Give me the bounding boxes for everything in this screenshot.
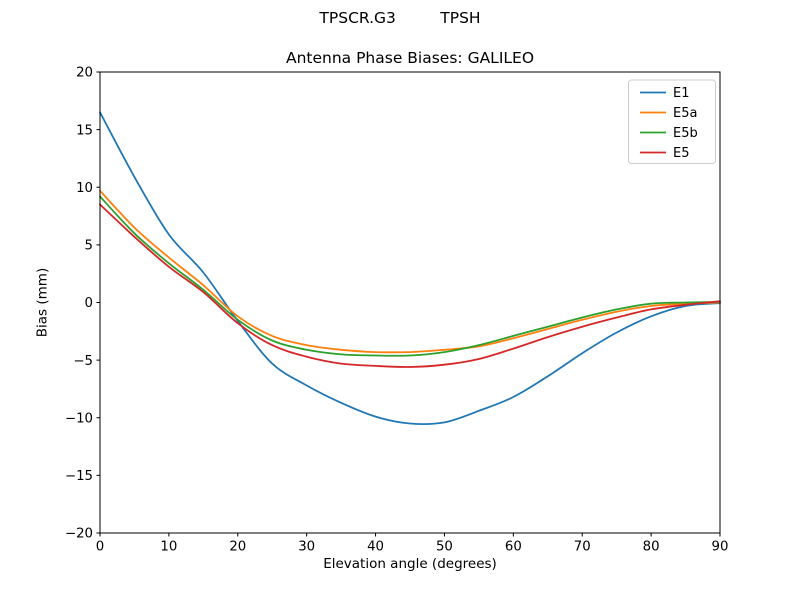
chart-title: Antenna Phase Biases: GALILEO	[285, 49, 535, 67]
series-line-E5b	[99, 195, 721, 357]
x-tick-label: 20	[229, 540, 246, 555]
y-axis-label: Bias (mm)	[34, 267, 51, 338]
legend-label-E5a: E5a	[673, 106, 697, 121]
legend-box	[628, 79, 716, 164]
x-axis-label: Elevation angle (degrees)	[323, 556, 497, 572]
x-tick-label: 80	[643, 540, 660, 555]
y-tick-label: −15	[65, 469, 93, 484]
y-tick-label: −10	[65, 411, 93, 426]
x-tick-label: 90	[712, 540, 729, 555]
legend-label-E5: E5	[673, 146, 690, 161]
series-line-E1	[99, 111, 721, 426]
series-line-E5	[99, 203, 721, 368]
x-tick-label: 30	[298, 540, 315, 555]
series-line-E5a	[99, 189, 721, 354]
legend-label-E1: E1	[673, 86, 690, 101]
y-tick-label: 20	[76, 66, 93, 81]
legend: E1 E5a E5b E5	[628, 79, 716, 164]
x-tick-label: 0	[96, 540, 104, 555]
y-tick-label: 5	[85, 239, 93, 254]
y-tick-label: 10	[76, 181, 93, 196]
axes-spines	[99, 71, 721, 534]
x-tick-label: 50	[436, 540, 453, 555]
series-lines	[99, 111, 721, 426]
axis-ticks: 0 10 20 30 40 50 60 70 80 90 −20 −15 −10 −5 0 5 10 15 20	[65, 66, 729, 555]
x-tick-label: 10	[160, 540, 177, 555]
x-tick-label: 40	[367, 540, 384, 555]
figure-suptitle: TPSCR.G3 TPSH	[319, 9, 481, 27]
y-tick-label: 15	[76, 123, 93, 138]
y-tick-label: −20	[65, 527, 93, 542]
legend-label-E5b: E5b	[673, 126, 698, 141]
x-tick-label: 60	[505, 540, 522, 555]
x-tick-label: 70	[574, 540, 591, 555]
y-tick-label: −5	[73, 354, 93, 369]
y-tick-label: 0	[85, 296, 93, 311]
